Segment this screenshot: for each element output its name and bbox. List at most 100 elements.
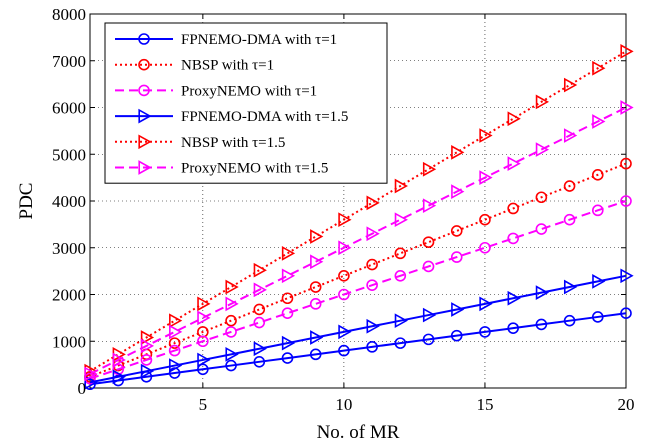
data-point bbox=[281, 268, 296, 284]
x-tick-label: 15 bbox=[476, 395, 493, 414]
legend-item: NBSP with τ=1.5 bbox=[115, 134, 285, 151]
data-point bbox=[338, 324, 352, 340]
data-point bbox=[310, 330, 324, 345]
legend-marker bbox=[138, 134, 152, 150]
data-point bbox=[225, 359, 237, 372]
data-point bbox=[197, 296, 211, 312]
data-point bbox=[507, 111, 521, 127]
data-point bbox=[535, 191, 548, 204]
data-point bbox=[112, 369, 126, 385]
data-point bbox=[394, 247, 407, 260]
data-point bbox=[225, 326, 237, 338]
data-point bbox=[253, 356, 266, 368]
y-tick-label: 1000 bbox=[52, 332, 86, 351]
y-tick-label: 0 bbox=[78, 379, 87, 398]
legend-marker bbox=[138, 33, 150, 45]
data-point bbox=[507, 232, 519, 245]
data-point bbox=[507, 156, 521, 171]
legend-marker bbox=[138, 108, 152, 124]
data-point bbox=[253, 316, 266, 329]
data-point bbox=[450, 225, 463, 237]
data-point bbox=[225, 279, 239, 295]
data-point bbox=[479, 128, 493, 143]
data-point bbox=[451, 302, 465, 317]
data-point bbox=[422, 260, 435, 273]
y-tick-label: 3000 bbox=[52, 239, 86, 258]
data-point bbox=[281, 352, 294, 364]
legend-item: ProxyNEMO with τ=1 bbox=[115, 83, 317, 99]
data-point bbox=[451, 184, 465, 200]
data-point bbox=[394, 313, 408, 329]
data-point bbox=[507, 290, 521, 306]
x-axis-label: No. of MR bbox=[317, 422, 400, 443]
data-point bbox=[450, 329, 463, 342]
legend-box bbox=[104, 22, 388, 184]
legend-label: ProxyNEMO with τ=1.5 bbox=[181, 161, 328, 177]
data-point bbox=[281, 246, 296, 261]
data-point bbox=[563, 180, 576, 192]
data-point bbox=[253, 303, 266, 316]
data-point bbox=[366, 279, 378, 291]
data-point bbox=[197, 310, 211, 326]
data-point bbox=[112, 352, 126, 368]
data-point bbox=[422, 333, 435, 346]
data-point bbox=[281, 292, 294, 305]
data-point bbox=[168, 344, 181, 357]
y-tick-label: 8000 bbox=[52, 5, 86, 24]
data-point bbox=[338, 240, 352, 256]
legend-marker bbox=[138, 84, 150, 97]
data-point bbox=[197, 352, 211, 368]
data-point bbox=[253, 262, 267, 278]
data-point bbox=[620, 157, 632, 170]
data-point bbox=[394, 178, 408, 194]
x-tick-label: 10 bbox=[335, 395, 352, 414]
data-point bbox=[338, 288, 350, 301]
data-point bbox=[84, 375, 98, 390]
data-point bbox=[225, 296, 239, 312]
data-point bbox=[422, 307, 437, 323]
data-point bbox=[366, 341, 378, 353]
legend-item: FPNEMO-DMA with τ=1.5 bbox=[115, 108, 348, 125]
data-point bbox=[563, 77, 578, 93]
data-point bbox=[507, 202, 519, 215]
data-point bbox=[422, 161, 437, 177]
legend: FPNEMO-DMA with τ=1 NBSP with τ=1 ProxyNEM… bbox=[104, 22, 388, 184]
data-point bbox=[450, 251, 463, 263]
data-point bbox=[338, 212, 352, 228]
data-point bbox=[591, 204, 604, 217]
data-point bbox=[197, 363, 209, 376]
data-point bbox=[620, 307, 632, 320]
data-point bbox=[535, 223, 548, 235]
series-2 bbox=[84, 157, 632, 383]
data-point bbox=[451, 145, 465, 160]
series-6 bbox=[84, 100, 634, 382]
data-point bbox=[563, 314, 576, 327]
data-point bbox=[620, 44, 634, 59]
data-point bbox=[620, 195, 632, 207]
data-point bbox=[591, 311, 604, 323]
data-point bbox=[535, 142, 550, 157]
data-point bbox=[366, 258, 378, 271]
series-3 bbox=[84, 195, 632, 385]
data-point bbox=[225, 314, 237, 327]
data-point bbox=[309, 348, 322, 361]
legend-label: NBSP with τ=1 bbox=[181, 58, 274, 74]
data-point bbox=[281, 335, 296, 351]
legend-marker bbox=[138, 160, 152, 175]
legend-label: NBSP with τ=1.5 bbox=[181, 135, 285, 151]
data-point bbox=[591, 169, 604, 181]
data-point bbox=[169, 313, 183, 329]
data-point bbox=[140, 338, 155, 354]
data-point bbox=[479, 170, 493, 185]
legend-marker bbox=[138, 58, 150, 71]
series-1 bbox=[84, 307, 632, 391]
legend-item: ProxyNEMO with τ=1.5 bbox=[115, 160, 328, 177]
data-point bbox=[592, 274, 606, 289]
data-point bbox=[479, 296, 493, 312]
data-point bbox=[366, 195, 380, 211]
data-point bbox=[197, 335, 209, 348]
tick-labels: 0 1000 2000 3000 4000 5000 6000 7000 8000 5 10 15 20 bbox=[52, 5, 635, 414]
data-point bbox=[338, 269, 350, 282]
y-tick-label: 6000 bbox=[52, 99, 86, 118]
series-group bbox=[84, 44, 634, 391]
